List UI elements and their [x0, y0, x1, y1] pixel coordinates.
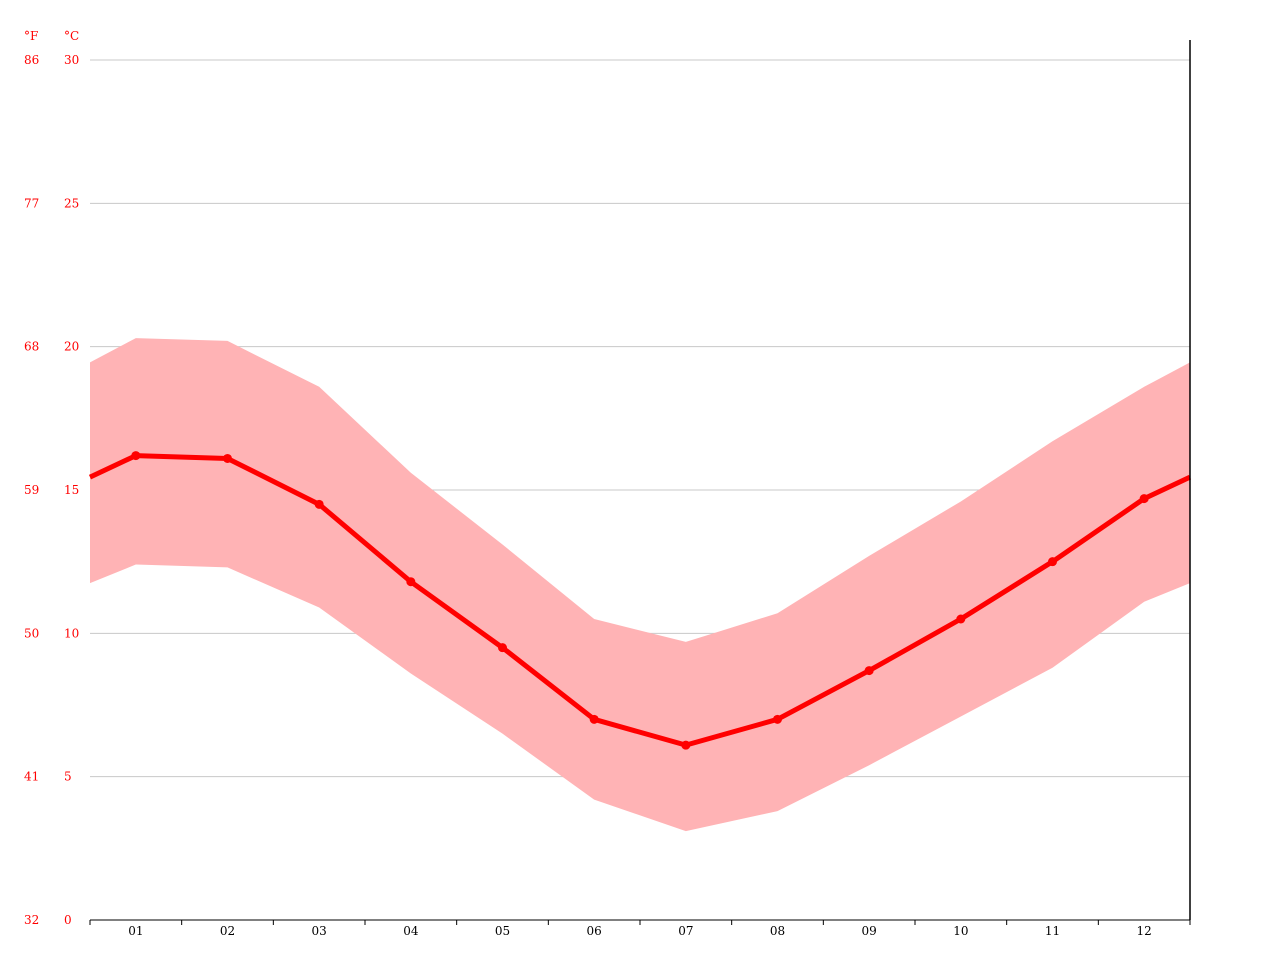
mean-temperature-point [1139, 494, 1149, 504]
y-tick-celsius: 5 [64, 770, 72, 784]
x-tick-month: 01 [128, 924, 143, 938]
y-tick-fahrenheit: 68 [24, 340, 39, 354]
celsius-unit-label: °C [64, 29, 79, 43]
x-tick-month: 02 [220, 924, 235, 938]
mean-temperature-point [223, 453, 232, 463]
x-tick-month: 05 [495, 924, 510, 938]
mean-temperature-point [681, 740, 691, 750]
mean-temperature-point [773, 714, 782, 724]
x-tick-month: 11 [1045, 924, 1060, 938]
mean-temperature-point [498, 643, 507, 653]
x-tick-month: 06 [587, 924, 602, 938]
y-tick-celsius: 0 [64, 913, 72, 927]
label-layer: °F °C 32 0 41 5 50 10 59 15 68 20 77 25 86 30 01 02 03 04… [24, 29, 1152, 938]
min-max-temperature-band [90, 338, 1190, 832]
fahrenheit-unit-label: °F [24, 29, 38, 43]
mean-temperature-point [589, 714, 599, 724]
x-tick-month: 07 [678, 924, 693, 938]
mean-temperature-point [314, 499, 324, 509]
y-tick-celsius: 30 [64, 53, 79, 67]
x-tick-month: 03 [312, 924, 327, 938]
x-tick-month: 04 [403, 924, 419, 938]
y-tick-fahrenheit: 77 [24, 196, 39, 210]
band-layer [90, 338, 1190, 832]
y-tick-fahrenheit: 86 [24, 53, 39, 67]
x-tick-month: 08 [770, 924, 785, 938]
y-tick-celsius: 25 [64, 196, 79, 210]
x-tick-month: 12 [1137, 924, 1152, 938]
y-tick-fahrenheit: 32 [24, 913, 39, 927]
axis-layer [89, 40, 1191, 925]
y-tick-celsius: 15 [64, 483, 79, 497]
mean-temperature-point [406, 577, 416, 587]
mean-temperature-point [1048, 557, 1057, 567]
y-tick-celsius: 10 [64, 626, 79, 640]
y-tick-celsius: 20 [64, 340, 79, 354]
y-tick-fahrenheit: 50 [24, 626, 39, 640]
mean-temperature-point [956, 614, 966, 624]
x-tick-month: 10 [953, 924, 968, 938]
y-tick-fahrenheit: 59 [24, 483, 39, 497]
mean-temperature-point [131, 451, 141, 461]
mean-temperature-point [864, 666, 874, 676]
x-tick-month: 09 [862, 924, 877, 938]
line-layer [88, 451, 1192, 750]
y-tick-fahrenheit: 41 [24, 770, 39, 784]
mean-temperature-line [88, 453, 1192, 748]
